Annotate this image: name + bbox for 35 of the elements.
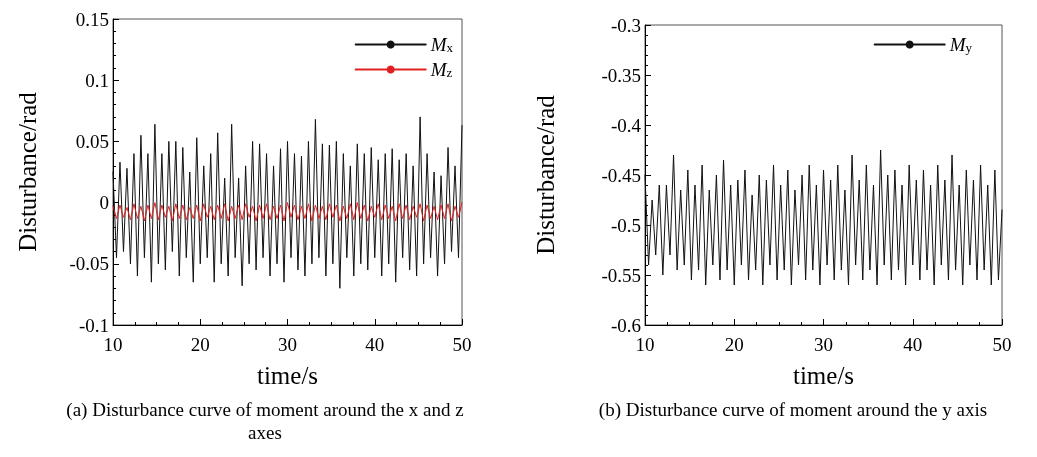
y-tick-label: -0.5 [610,214,641,236]
x-axis-title: time/s [792,362,855,389]
x-tick-label: 40 [903,334,923,355]
y-tick-label: 0 [99,192,109,214]
x-tick-label: 20 [724,334,744,355]
legend-label: Mx [429,34,454,55]
y-tick-label: 0.05 [75,130,109,152]
x-tick-label: 40 [365,334,385,355]
y-tick-label: 0.15 [75,8,109,30]
y-tick-label: -0.1 [78,314,109,336]
y-axis-title: Disturbance/rad [532,94,559,255]
text: (b) Disturbance curve of moment around the y axis [597,398,989,421]
y-tick-label: -0.4 [610,114,642,136]
y-tick-label: 0.1 [85,69,109,91]
y-tick-label: -0.45 [601,164,641,186]
x-tick-label: 50 [452,334,472,355]
line-series [112,202,463,222]
legend-label: Mz [429,59,453,80]
line-series [644,149,1003,286]
y-tick-label: -0.6 [610,314,641,336]
x-tick-label: 10 [635,334,655,355]
y-tick-label: -0.55 [601,264,641,286]
x-tick-label: 30 [814,334,833,355]
text: (a) Disturbance curve of moment around the x and z axes [65,398,465,444]
y-tick-label: -0.3 [610,14,641,36]
x-axis-title: time/s [256,362,319,389]
x-tick-label: 50 [992,334,1012,355]
x-tick-label: 20 [190,334,210,355]
y-tick-label: -0.35 [601,64,641,86]
x-tick-label: 10 [103,334,123,355]
y-tick-label: -0.05 [69,253,109,275]
legend-label: My [948,34,973,55]
line-series [112,116,463,289]
y-axis-title: Disturbance/rad [14,91,41,252]
x-tick-label: 30 [278,334,297,355]
